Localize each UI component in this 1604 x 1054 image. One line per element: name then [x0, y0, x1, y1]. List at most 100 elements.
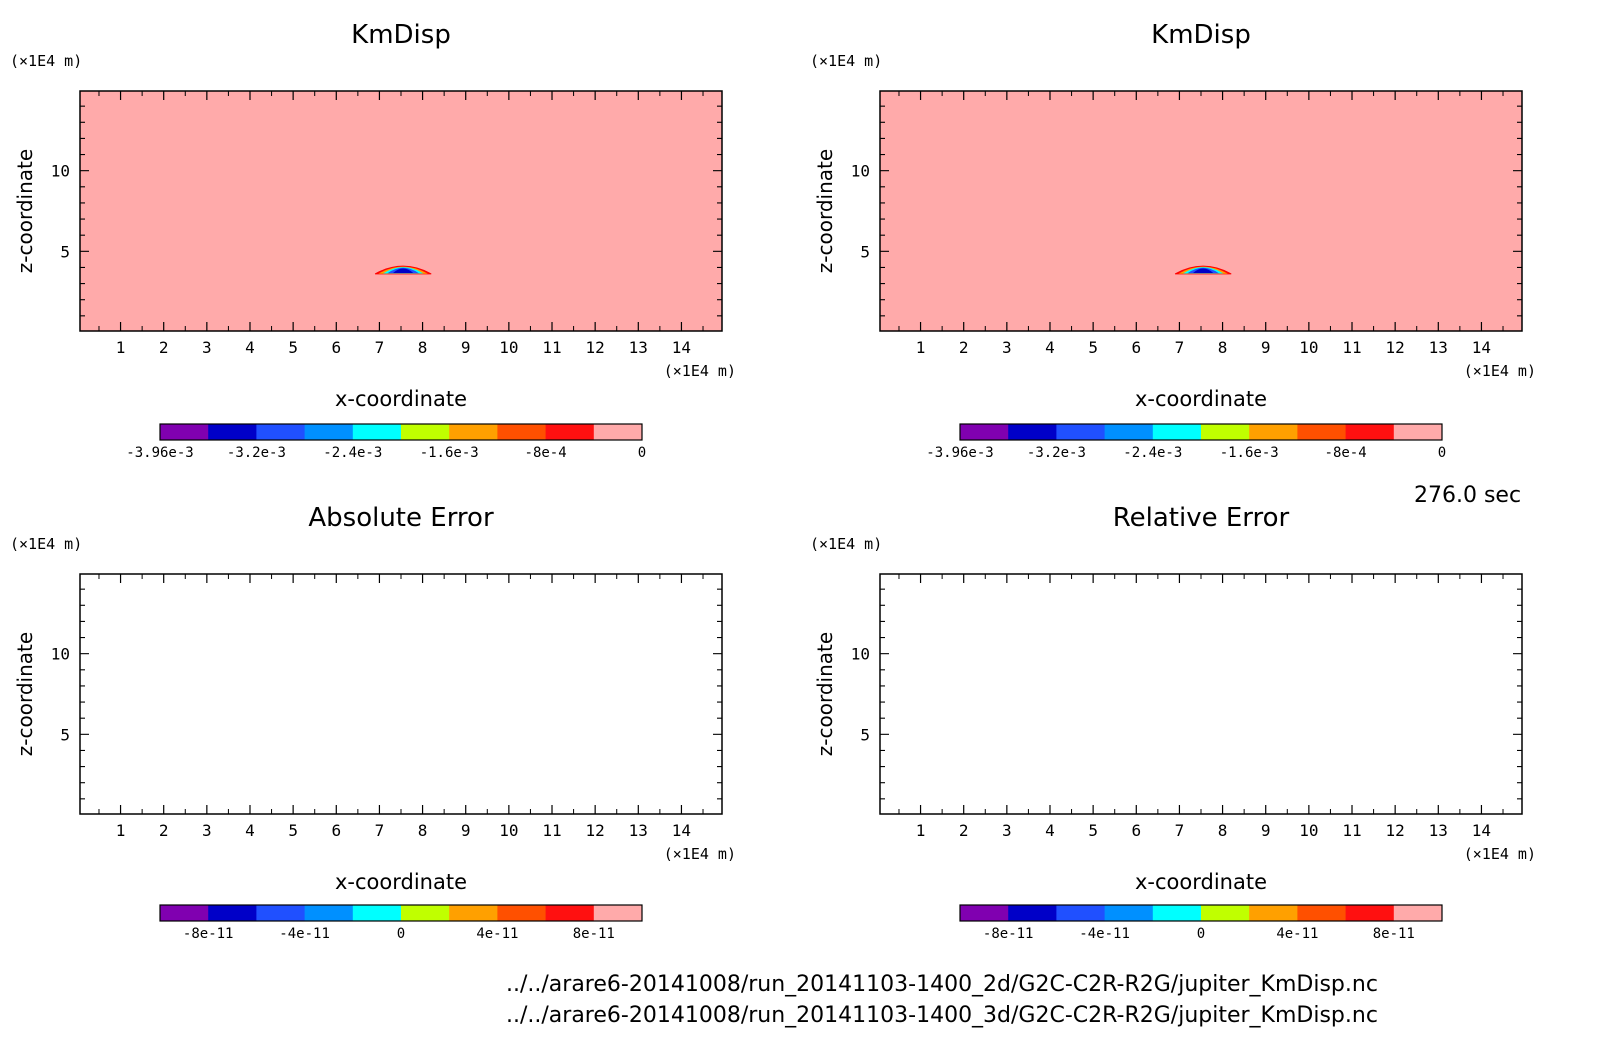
colorbar-swatch	[1008, 905, 1057, 921]
colorbar-swatch	[960, 905, 1009, 921]
x-tick-label: 2	[959, 338, 969, 357]
colorbar-swatch	[256, 424, 306, 440]
anomaly-contour	[1193, 268, 1214, 273]
y-axis-label: z-coordinate	[13, 149, 37, 273]
file-path-3d: ../../arare6-20141008/run_20141103-1400_…	[506, 1003, 1378, 1028]
x-tick-label: 12	[1386, 338, 1405, 357]
x-tick-label: 4	[1045, 338, 1055, 357]
y-tick-label: 10	[851, 162, 870, 181]
x-tick-label: 11	[1342, 821, 1361, 840]
colorbar-tick-label: -3.2e-3	[1027, 445, 1086, 461]
plot-frame	[79, 573, 723, 815]
field-background	[880, 91, 1522, 331]
panel-title: KmDisp	[351, 20, 451, 50]
x-tick-label: 3	[1002, 821, 1012, 840]
y-unit-label: (×1E4 m)	[10, 52, 82, 70]
x-tick-label: 12	[586, 821, 605, 840]
colorbar-swatch	[208, 424, 257, 440]
colorbar-swatch	[1345, 424, 1395, 440]
y-unit-label: (×1E4 m)	[810, 52, 882, 70]
colorbar-swatch	[160, 424, 209, 440]
y-tick-label: 5	[860, 725, 870, 744]
panel-tl: KmDisp(×1E4 m)1 2 3 4 5 6 7 8 9 10 11 12 13 14510(×1E…	[10, 20, 736, 461]
x-tick-label: 6	[1131, 338, 1141, 357]
colorbar-tick-label: -8e-4	[1325, 445, 1367, 461]
colorbar-tick-label: -8e-4	[525, 445, 567, 461]
colorbar-tick-label: -3.96e-3	[126, 445, 193, 461]
x-tick-label: 8	[1218, 821, 1228, 840]
x-tick-label: 14	[1472, 338, 1491, 357]
x-axis-label: x-coordinate	[335, 387, 467, 411]
colorbar-frame	[159, 904, 643, 922]
colorbar-tick-label: -3.2e-3	[227, 445, 286, 461]
colorbar-tick-label: 0	[1438, 445, 1446, 461]
x-tick-label: 14	[672, 338, 691, 357]
colorbar-swatch	[1152, 424, 1202, 440]
panel-br: Relative Error(×1E4 m)1 2 3 4 5 6 7 8 9 10 11 12 13 1…	[810, 503, 1536, 942]
colorbar-swatch	[1201, 424, 1250, 440]
x-tick-label: 10	[499, 338, 518, 357]
x-axis-label: x-coordinate	[335, 870, 467, 894]
x-axis-label: x-coordinate	[1135, 387, 1267, 411]
colorbar-swatch	[1249, 424, 1298, 440]
colorbar-tick-label: -2.4e-3	[323, 445, 382, 461]
x-unit-label: (×1E4 m)	[1464, 362, 1536, 380]
colorbar-swatch	[593, 905, 643, 921]
colorbar-swatch	[1297, 905, 1347, 921]
colorbar-tick-label: -3.96e-3	[926, 445, 993, 461]
x-tick-label: 8	[1218, 338, 1228, 357]
x-tick-label: 13	[1429, 821, 1448, 840]
panel-bl: Absolute Error(×1E4 m)1 2 3 4 5 6 7 8 9 10 11 12 13 1…	[10, 503, 736, 942]
colorbar-swatch	[1249, 905, 1298, 921]
x-tick-label: 9	[461, 338, 471, 357]
y-tick-label: 5	[60, 725, 70, 744]
x-tick-label: 4	[245, 821, 255, 840]
y-tick-label: 5	[60, 242, 70, 261]
x-tick-label: 11	[1342, 338, 1361, 357]
colorbar-frame	[959, 904, 1443, 922]
colorbar-swatch	[352, 905, 402, 921]
x-tick-label: 2	[959, 821, 969, 840]
x-tick-label: 5	[288, 338, 298, 357]
colorbar-tick-label: 4e-11	[1276, 926, 1318, 942]
colorbar-tick-label: -8e-11	[983, 926, 1034, 942]
colorbar-swatch	[1152, 905, 1202, 921]
x-tick-label: 6	[1131, 821, 1141, 840]
colorbar-frame	[159, 423, 643, 441]
x-tick-label: 5	[1088, 821, 1098, 840]
colorbar-swatch	[1201, 905, 1250, 921]
plot-frame	[879, 573, 1523, 815]
x-tick-label: 7	[375, 338, 385, 357]
colorbar-tick-label: 0	[1197, 926, 1205, 942]
colorbar-tick-label: 0	[397, 926, 405, 942]
x-tick-label: 13	[629, 338, 648, 357]
y-tick-label: 5	[860, 242, 870, 261]
x-tick-label: 3	[202, 821, 212, 840]
x-tick-label: 4	[245, 338, 255, 357]
x-tick-label: 5	[288, 821, 298, 840]
x-tick-label: 7	[1175, 338, 1185, 357]
x-axis-label: x-coordinate	[1135, 870, 1267, 894]
colorbar-swatch	[1104, 905, 1154, 921]
colorbar-swatch	[1056, 424, 1106, 440]
x-tick-label: 14	[1472, 821, 1491, 840]
x-tick-label: 5	[1088, 338, 1098, 357]
colorbar-tick-label: -1.6e-3	[420, 445, 479, 461]
y-axis-label: z-coordinate	[813, 149, 837, 273]
colorbar-tick-label: 8e-11	[1373, 926, 1415, 942]
colorbar-swatch	[593, 424, 643, 440]
colorbar-swatch	[1345, 905, 1395, 921]
x-tick-label: 13	[629, 821, 648, 840]
x-tick-label: 10	[1299, 338, 1318, 357]
x-tick-label: 2	[159, 338, 169, 357]
x-tick-label: 3	[1002, 338, 1012, 357]
x-tick-label: 10	[1299, 821, 1318, 840]
x-tick-label: 2	[159, 821, 169, 840]
colorbar-frame	[959, 423, 1443, 441]
x-unit-label: (×1E4 m)	[664, 362, 736, 380]
colorbar-tick-label: -2.4e-3	[1123, 445, 1182, 461]
colorbar-tick-label: -8e-11	[183, 926, 234, 942]
x-tick-label: 8	[418, 338, 428, 357]
colorbar-swatch	[304, 905, 354, 921]
